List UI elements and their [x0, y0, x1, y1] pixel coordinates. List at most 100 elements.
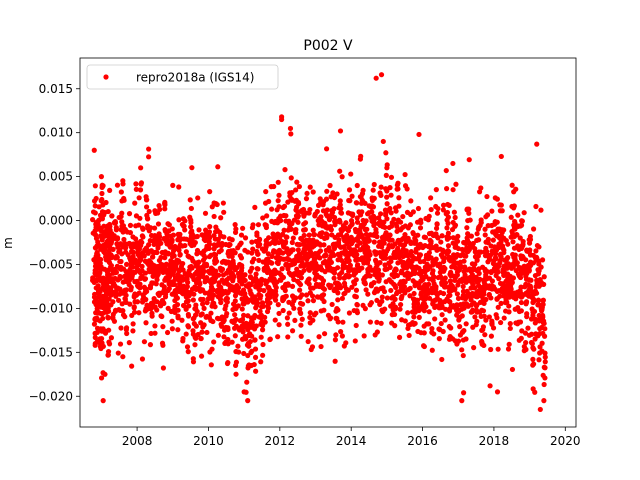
data-point — [422, 234, 429, 241]
data-point — [211, 251, 217, 257]
y-tick-label: 0.000 — [39, 214, 73, 228]
data-point — [331, 214, 338, 221]
data-point — [485, 212, 491, 218]
data-point — [501, 235, 507, 241]
data-point — [154, 273, 160, 279]
data-point — [433, 297, 439, 303]
data-point — [387, 264, 393, 270]
data-point — [391, 281, 397, 287]
data-point — [264, 296, 271, 302]
data-point — [104, 300, 110, 306]
data-point — [285, 199, 291, 205]
data-point — [141, 294, 147, 301]
data-point — [467, 217, 473, 223]
data-point — [232, 298, 238, 304]
data-point — [204, 300, 210, 306]
data-point — [394, 186, 400, 192]
data-point — [354, 219, 361, 225]
data-point — [410, 231, 416, 237]
data-point — [211, 233, 217, 239]
data-point — [188, 205, 194, 212]
data-point — [221, 209, 227, 215]
data-point — [519, 218, 525, 224]
data-point — [498, 254, 504, 260]
data-point — [298, 235, 304, 242]
data-point — [293, 187, 299, 193]
data-point — [539, 340, 545, 346]
data-point — [275, 179, 281, 185]
data-point — [129, 363, 135, 369]
data-point — [319, 295, 325, 302]
data-point — [459, 313, 465, 319]
data-point — [136, 246, 143, 252]
data-point — [529, 331, 535, 337]
data-point — [287, 193, 293, 199]
data-point — [486, 314, 492, 320]
data-point — [370, 187, 376, 193]
data-point — [247, 274, 254, 280]
data-point — [421, 343, 427, 350]
data-point — [260, 352, 266, 358]
data-point — [102, 371, 108, 377]
data-point — [224, 360, 231, 367]
data-point — [309, 293, 316, 299]
data-point — [232, 293, 239, 299]
data-point — [209, 293, 215, 299]
data-point — [354, 215, 360, 221]
data-point — [442, 284, 448, 290]
data-point — [218, 215, 224, 221]
data-point — [528, 339, 535, 346]
data-point — [137, 281, 143, 287]
data-point — [428, 238, 434, 245]
data-point — [243, 320, 249, 326]
data-point — [351, 272, 357, 278]
data-point — [107, 223, 113, 229]
data-point — [439, 304, 445, 310]
data-point — [225, 341, 231, 347]
data-point — [336, 237, 342, 243]
data-point — [373, 226, 379, 233]
data-point — [530, 296, 536, 302]
data-point — [338, 210, 345, 216]
data-point — [211, 277, 218, 284]
data-point — [200, 296, 206, 303]
data-point — [259, 300, 266, 306]
data-point — [397, 306, 403, 312]
data-point — [279, 266, 285, 272]
data-point — [170, 232, 177, 238]
data-point — [190, 356, 196, 362]
data-point — [506, 303, 512, 309]
data-point — [476, 249, 482, 255]
data-point — [293, 227, 299, 233]
data-point — [332, 358, 338, 364]
data-point — [475, 278, 481, 284]
data-point — [176, 217, 182, 223]
data-point — [386, 237, 393, 243]
data-point — [330, 190, 336, 196]
data-point — [364, 273, 371, 279]
data-point — [114, 235, 121, 241]
data-point — [297, 300, 304, 306]
data-point — [298, 333, 304, 339]
data-point — [245, 398, 251, 404]
data-point — [98, 304, 104, 310]
data-point — [240, 329, 246, 335]
data-point — [111, 318, 118, 324]
data-point — [272, 218, 279, 225]
data-point — [208, 362, 214, 368]
x-tick-label: 2016 — [407, 434, 438, 448]
data-point — [378, 211, 384, 217]
data-point — [290, 247, 296, 253]
data-point — [380, 138, 386, 145]
data-point — [169, 237, 175, 243]
data-point — [481, 300, 487, 306]
data-point — [238, 268, 245, 274]
data-point — [486, 291, 492, 298]
data-point — [358, 224, 364, 230]
data-point — [437, 261, 443, 267]
data-point — [382, 207, 389, 213]
data-point — [190, 297, 196, 303]
data-point — [301, 263, 307, 269]
data-point — [286, 310, 292, 316]
